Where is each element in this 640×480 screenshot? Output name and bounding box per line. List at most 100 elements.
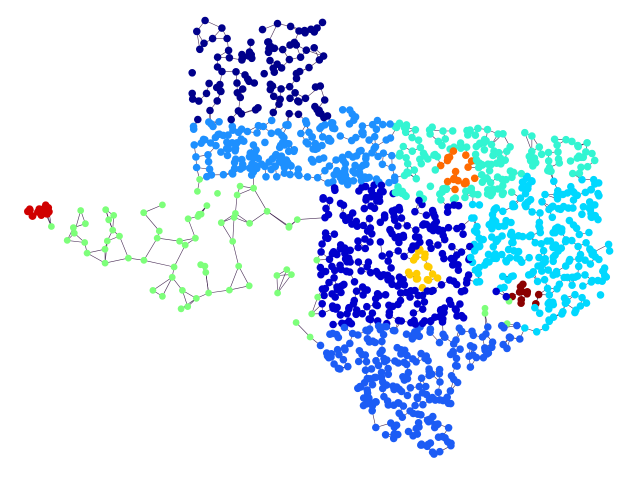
graph-node-east (582, 299, 591, 307)
graph-node-north-central (317, 122, 326, 131)
graph-node-east (565, 216, 574, 225)
graph-node-east (502, 216, 510, 225)
graph-node-panhandle (270, 44, 279, 53)
graph-node-panhandle (247, 38, 255, 47)
graph-node-northeast (472, 156, 481, 164)
graph-node-central (321, 229, 330, 237)
graph-node-south (394, 359, 403, 367)
graph-node-north-central (192, 153, 200, 161)
graph-node-north-central (280, 169, 289, 177)
graph-node-central (396, 289, 405, 297)
graph-node-central (390, 216, 399, 224)
graph-node-east (541, 323, 550, 332)
graph-node-central (378, 252, 387, 260)
graph-node-panhandle (292, 41, 301, 49)
graph-node-north-central (215, 118, 223, 126)
graph-node-south (439, 330, 447, 339)
graph-node-south (354, 357, 363, 366)
graph-node-south (449, 349, 457, 358)
graph-node-northeast (575, 152, 583, 160)
graph-node-south (378, 337, 386, 346)
graph-node-austin-cluster (428, 270, 437, 278)
graph-node-central (462, 279, 471, 287)
graph-node-west (288, 271, 295, 278)
graph-edge (162, 277, 173, 297)
graph-node-south (423, 442, 432, 451)
graph-node-central (354, 237, 362, 245)
graph-node-east (525, 253, 533, 262)
graph-node-northeast (486, 191, 495, 200)
graph-node-west (63, 237, 71, 244)
graph-node-east (532, 328, 541, 336)
graph-node-south (412, 424, 421, 433)
graph-node-central (448, 242, 456, 251)
graph-node-northeast (394, 183, 402, 191)
graph-node-west (77, 207, 85, 214)
graph-node-south (406, 407, 414, 415)
graph-node-panhandle (273, 19, 282, 28)
graph-node-panhandle (313, 105, 321, 114)
graph-node-central (366, 315, 375, 324)
graph-node-east (498, 272, 507, 281)
graph-node-north-central (302, 119, 311, 128)
graph-node-northeast (537, 150, 546, 159)
graph-node-dallas-cluster (443, 177, 452, 186)
graph-node-east (500, 283, 508, 292)
graph-node-panhandle (232, 68, 240, 76)
graph-node-central (320, 291, 328, 300)
graph-edge (221, 222, 233, 242)
graph-node-panhandle (251, 106, 260, 114)
graph-node-south (348, 329, 357, 338)
graph-node-south (500, 324, 508, 332)
graph-node-west (103, 237, 111, 245)
graph-node-south (363, 386, 372, 394)
graph-node-east (531, 303, 539, 312)
graph-node-panhandle (258, 25, 267, 34)
graph-edge (119, 235, 129, 259)
graph-node-north-central (240, 137, 248, 145)
graph-node-central (336, 199, 345, 208)
graph-node-northeast (441, 135, 450, 143)
graph-node-central (377, 181, 386, 190)
graph-node-east (576, 250, 585, 259)
graph-node-east (544, 266, 553, 274)
graph-node-east (484, 250, 493, 259)
graph-node-northeast (480, 146, 489, 154)
graph-node-east (553, 195, 562, 203)
graph-node-panhandle (285, 109, 294, 118)
graph-node-panhandle (301, 29, 309, 37)
graph-node-south (394, 430, 402, 439)
graph-node-northeast (472, 142, 481, 151)
graph-node-northeast (403, 159, 412, 168)
graph-node-east (504, 276, 512, 284)
graph-node-panhandle (277, 85, 285, 93)
graph-node-west (194, 213, 202, 220)
graph-node-south (413, 394, 422, 403)
graph-node-west (177, 305, 185, 313)
graph-node-dallas-cluster (462, 151, 470, 159)
graph-node-northeast (471, 131, 480, 139)
graph-node-west (202, 269, 210, 276)
graph-node-east (477, 236, 486, 244)
graph-node-south (346, 339, 354, 348)
graph-node-east (509, 233, 518, 241)
graph-node-east (509, 200, 517, 208)
graph-node-north-central (318, 133, 327, 141)
graph-node-central (399, 233, 408, 241)
graph-node-east (575, 230, 584, 239)
graph-node-west (170, 263, 178, 271)
graph-node-central (437, 281, 446, 289)
graph-nodes (24, 16, 614, 458)
graph-node-northeast (499, 130, 507, 138)
graph-node-north-central (352, 133, 360, 142)
graph-node-north-central (275, 143, 284, 152)
graph-node-west (176, 237, 184, 245)
graph-node-northeast (530, 154, 539, 162)
graph-node-central (384, 257, 393, 265)
graph-node-east (491, 217, 500, 226)
graph-node-east (585, 228, 593, 237)
graph-node-north-central (190, 141, 198, 149)
graph-node-north-central (278, 131, 286, 140)
graph-node-northeast (469, 190, 477, 198)
graph-node-north-central (212, 141, 220, 150)
